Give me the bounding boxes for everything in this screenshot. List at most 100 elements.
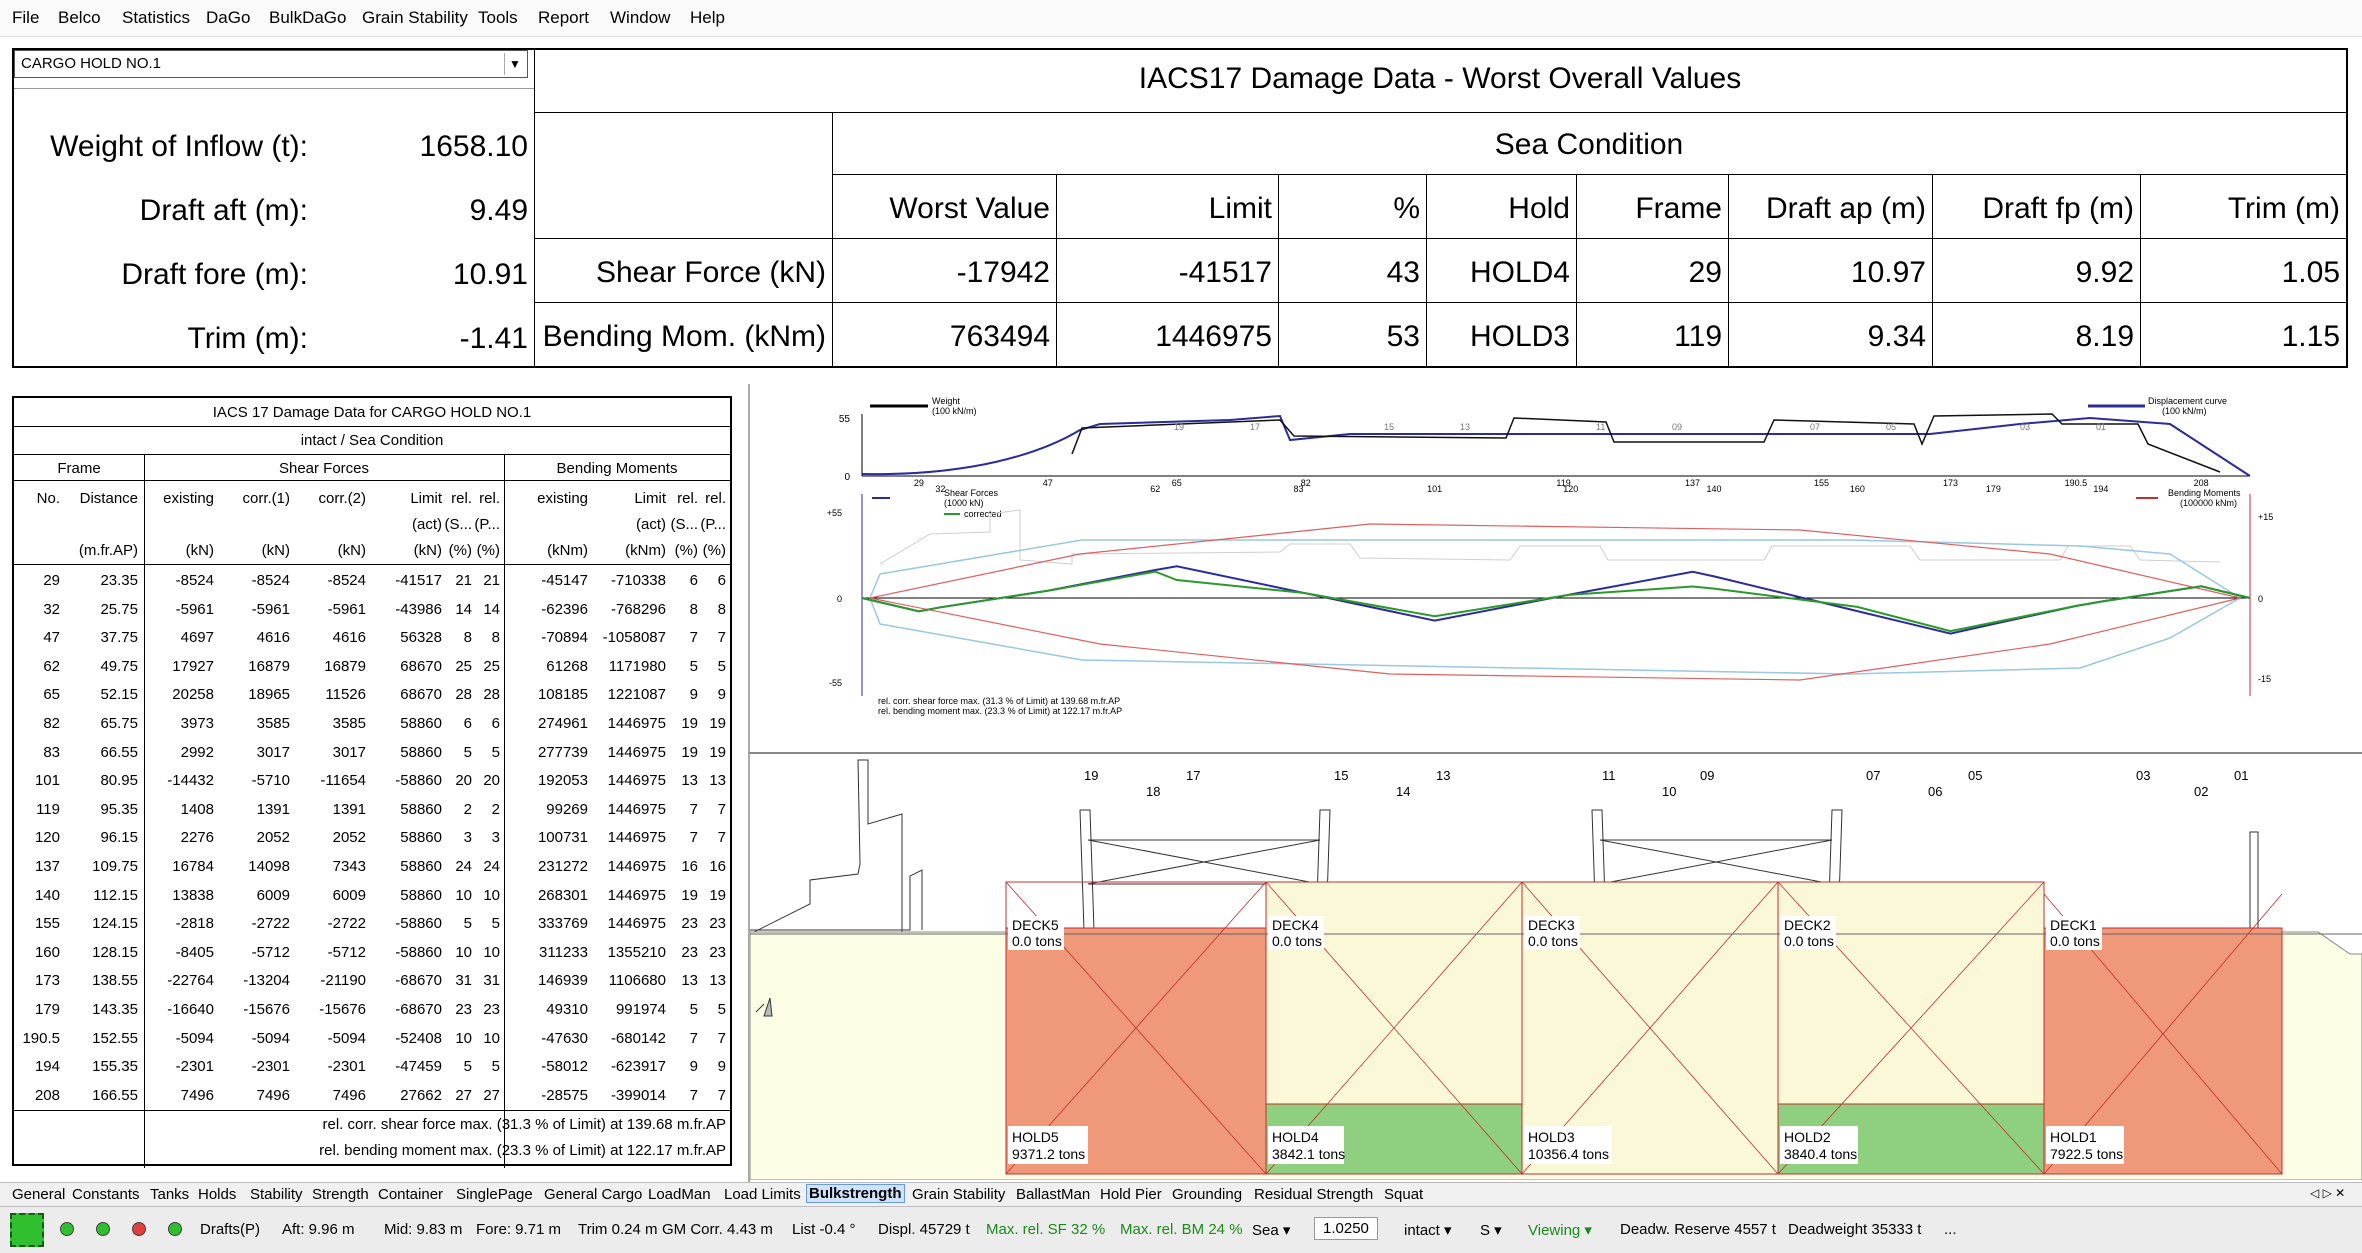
tab-residual-strength[interactable]: Residual Strength <box>1254 1186 1374 1203</box>
menu-grain-stability[interactable]: Grain Stability <box>362 8 468 27</box>
table-cell: 6 <box>491 715 500 732</box>
tab-hold-pier[interactable]: Hold Pier <box>1100 1186 1162 1203</box>
table-header-row: (m.fr.AP) (kN) (kN) (kN) (kN) (%) (%) (kNm) (kNm… <box>14 536 730 564</box>
table-header-cell: (kN) <box>413 542 442 559</box>
tab-holds[interactable]: Holds <box>198 1186 237 1203</box>
s-dropdown[interactable]: S ▾ <box>1480 1222 1502 1239</box>
table-cell: -5094 <box>251 1029 290 1047</box>
hold4-label: HOLD4 <box>1272 1129 1319 1145</box>
table-cell: 11526 <box>325 686 366 704</box>
tab-load-limits[interactable]: Load Limits <box>724 1186 801 1203</box>
frame-tick-label: 140 <box>1707 484 1722 494</box>
tab-container[interactable]: Container <box>378 1186 444 1203</box>
propeller <box>755 997 773 1017</box>
status-ok-icon[interactable] <box>10 1213 44 1247</box>
chevron-down-icon[interactable]: ▼ <box>504 53 525 75</box>
hold-num-09: 09 <box>1672 422 1682 432</box>
table-cell: -58860 <box>395 943 442 961</box>
table-cell: 80.95 <box>100 772 138 790</box>
menu-statistics[interactable]: Statistics <box>122 8 191 27</box>
tab-strength[interactable]: Strength <box>312 1186 369 1203</box>
table-cell: 13 <box>709 972 726 990</box>
table-cell: 9 <box>717 686 726 704</box>
table-cell: 68670 <box>400 657 442 675</box>
table-header-row: No. Distance existing corr.(1) corr.(2) Limit… <box>14 484 730 512</box>
tab-ballastman[interactable]: BallastMan <box>1016 1186 1091 1203</box>
table-cell: 65 <box>43 686 60 704</box>
table-cell: 140 <box>34 886 60 904</box>
tab-bulkstrength[interactable]: Bulkstrength <box>806 1184 905 1203</box>
table-cell: 10 <box>455 943 472 961</box>
ship-frame-number: 01 <box>2234 768 2248 783</box>
table-cell: 274961 <box>537 715 588 732</box>
hold2-value: 3840.4 tons <box>1784 1146 1857 1162</box>
menu-belco[interactable]: Belco <box>58 8 101 27</box>
hold2-label: HOLD2 <box>1784 1129 1831 1145</box>
shear-frame: 29 <box>1688 256 1722 289</box>
table-cell: 7496 <box>256 1086 290 1104</box>
table-header-cell: (S... <box>444 516 472 533</box>
sea-dropdown[interactable]: Sea ▾ <box>1252 1222 1291 1239</box>
tab-bar: General Constants Tanks Holds Stability … <box>0 1182 2362 1207</box>
table-cell: 5 <box>689 1001 698 1018</box>
tab-constants[interactable]: Constants <box>72 1186 140 1203</box>
menu-file[interactable]: File <box>12 8 40 27</box>
hold4-value: 3842.1 tons <box>1272 1146 1345 1162</box>
intact-dropdown[interactable]: intact ▾ <box>1404 1222 1452 1239</box>
table-cell: 3973 <box>180 715 214 732</box>
status-more[interactable]: ... <box>1944 1221 1957 1238</box>
table-cell: 19 <box>709 886 726 904</box>
bm-legend: Bending Moments <box>2168 488 2241 498</box>
tab-loadman[interactable]: LoadMan <box>648 1186 711 1203</box>
table-header-cell: (P... <box>700 516 726 533</box>
menu-report[interactable]: Report <box>538 8 590 27</box>
shear-limit-lower <box>869 597 2241 675</box>
table-cell: 24 <box>483 858 500 875</box>
menu-dago[interactable]: DaGo <box>206 8 251 27</box>
bridge <box>750 869 923 931</box>
table-cell: 66.55 <box>100 743 138 761</box>
draft-aft: Aft: 9.96 m <box>282 1221 355 1238</box>
deck4-value: 0.0 tons <box>1272 933 1322 949</box>
table-header-cell: (act) <box>636 516 666 533</box>
menu-window[interactable]: Window <box>610 8 671 27</box>
menu-tools[interactable]: Tools <box>478 8 518 27</box>
table-row: 82 65.75 3973 3585 3585 58860 6 6 274961 1446975 1… <box>14 709 730 737</box>
tab-grain-stability[interactable]: Grain Stability <box>912 1186 1006 1203</box>
hold-labels: HOLD5 9371.2 tons HOLD4 3842.1 tons HOLD… <box>1008 1126 2124 1164</box>
table-cell: 1446975 <box>607 915 666 933</box>
menu-bulkdago[interactable]: BulkDaGo <box>269 8 347 27</box>
tab-general[interactable]: General <box>12 1186 66 1203</box>
table-cell: 3585 <box>332 715 366 732</box>
table-header-cell: existing <box>537 490 588 507</box>
bending-draft-ap: 9.34 <box>1867 320 1926 353</box>
table-cell: 9 <box>689 686 698 704</box>
table-cell: -2301 <box>251 1058 290 1076</box>
tab-singlepage[interactable]: SinglePage <box>456 1186 533 1203</box>
table-cell: -5094 <box>327 1029 366 1047</box>
strength-chart-panel: 55 0 Weight (100 kN/m) Displacement curv… <box>748 384 2362 752</box>
table-cell: 1446975 <box>607 829 666 847</box>
tab-general-cargo[interactable]: General Cargo <box>544 1186 643 1203</box>
tab-grounding[interactable]: Grounding <box>1172 1186 1243 1203</box>
col-hold: Hold <box>1508 192 1570 225</box>
density-input[interactable]: 1.0250 <box>1314 1217 1378 1240</box>
tab-nav-icons[interactable]: ◁ ▷ ✕ <box>2310 1186 2346 1200</box>
table-cell: 23 <box>483 1001 500 1018</box>
table-cell: 1106680 <box>608 972 666 990</box>
tab-squat[interactable]: Squat <box>1384 1186 1424 1203</box>
table-cell: 2 <box>491 800 500 818</box>
table-cell: 7 <box>689 1029 698 1047</box>
tab-stability[interactable]: Stability <box>250 1186 303 1203</box>
table-cell: 1391 <box>256 800 290 818</box>
table-cell: -70894 <box>541 629 588 647</box>
table-cell: 16784 <box>172 858 214 875</box>
table-cell: 83 <box>43 743 60 761</box>
table-cell: 25 <box>455 657 472 675</box>
viewing-dropdown[interactable]: Viewing ▾ <box>1528 1222 1592 1239</box>
frame-tick-label: 120 <box>1563 484 1578 494</box>
hold-select[interactable]: CARGO HOLD NO.1 ▼ <box>14 50 528 78</box>
col-trim: Trim (m) <box>2227 192 2340 225</box>
tab-tanks[interactable]: Tanks <box>150 1186 190 1203</box>
menu-help[interactable]: Help <box>690 8 725 27</box>
